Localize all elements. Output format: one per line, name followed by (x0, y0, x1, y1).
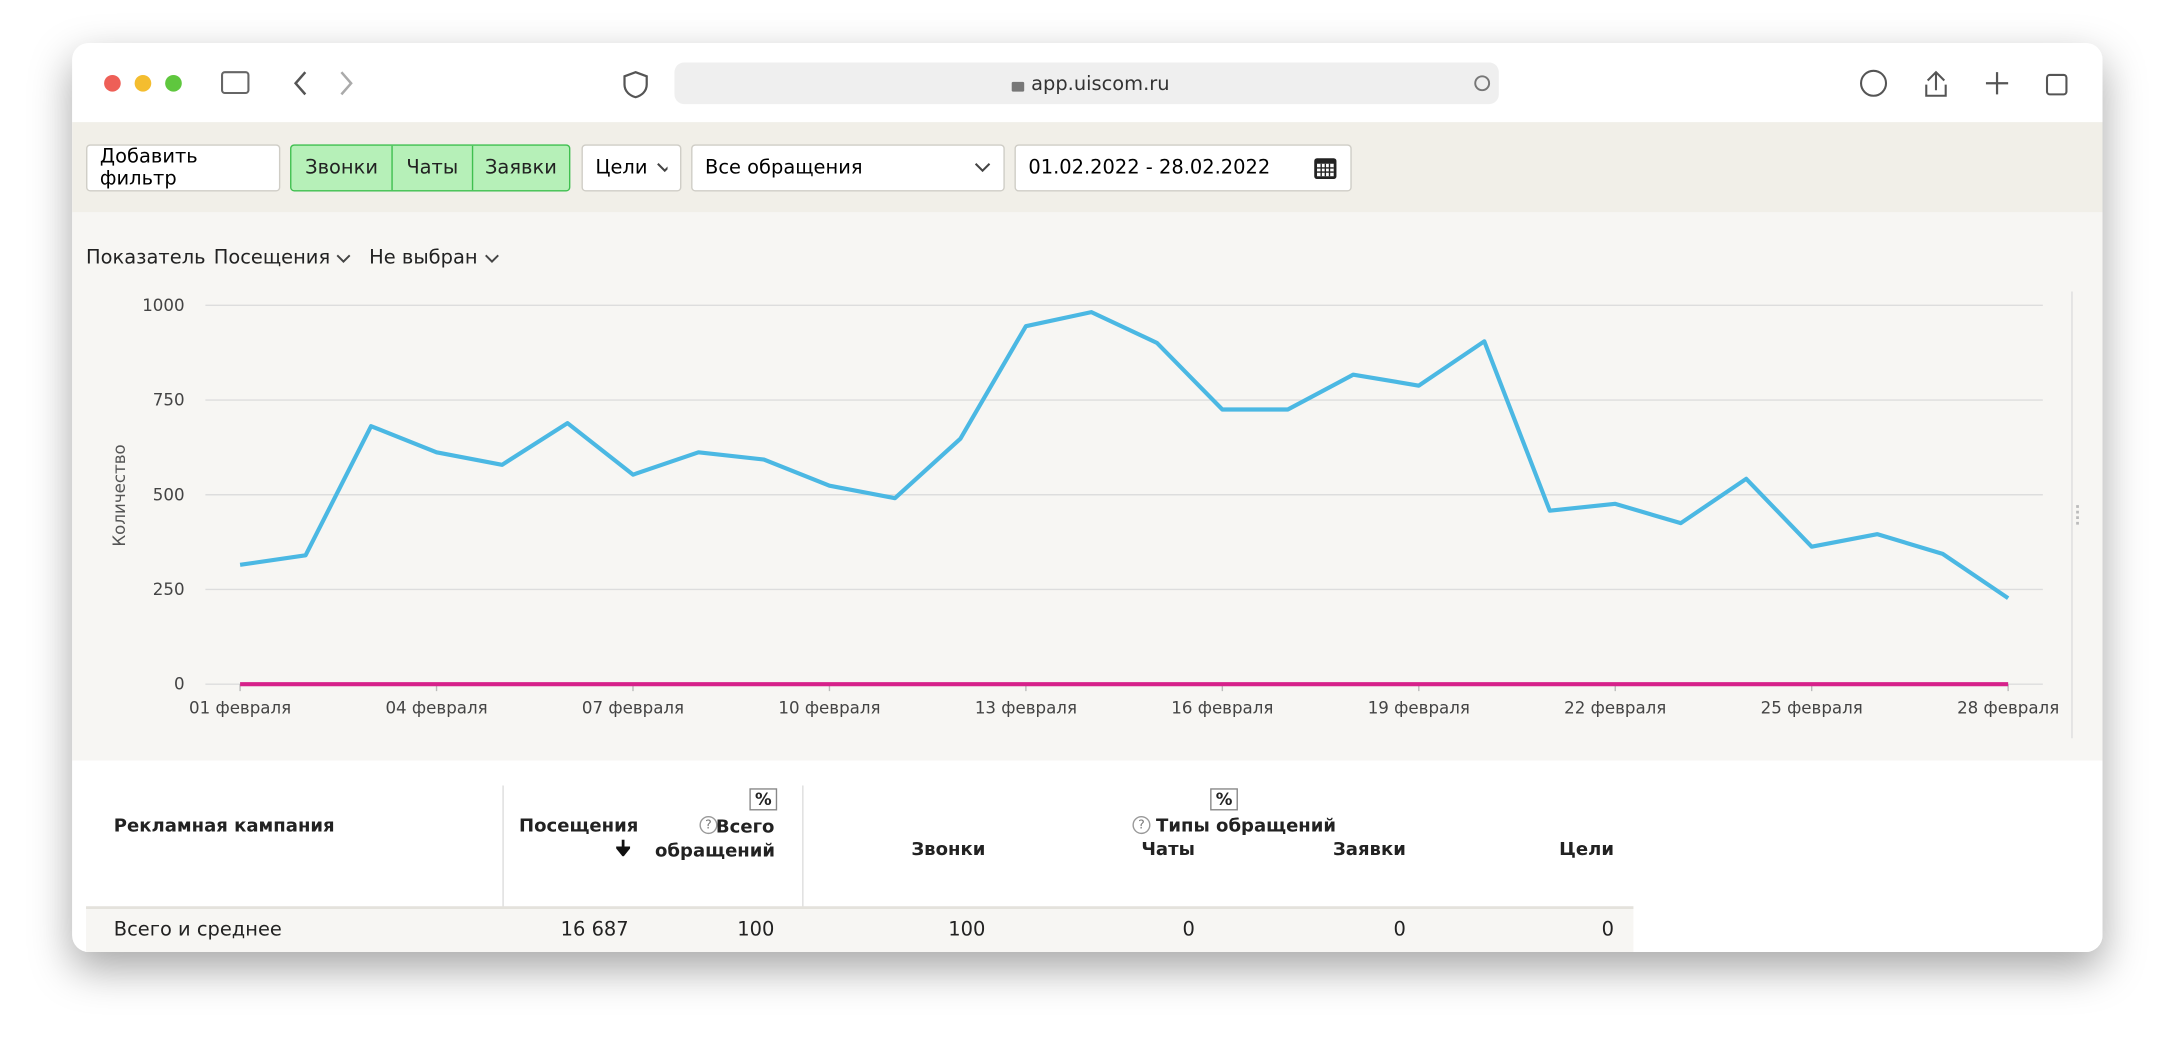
col-divider (802, 785, 804, 953)
help-icon[interactable]: ? (1132, 816, 1151, 835)
calendar (1314, 158, 1337, 180)
second-text: Не выбран (369, 247, 478, 270)
header: Всего обращений (655, 817, 776, 862)
percent-toggle[interactable]: % (749, 788, 778, 811)
header: Чаты (1141, 839, 1195, 861)
tabs[interactable] (2045, 73, 2068, 96)
header: Посещения (519, 816, 639, 837)
lock (1011, 81, 1025, 92)
header: Заявки (1332, 839, 1406, 861)
chevron (484, 254, 499, 263)
goals-select[interactable]: Цели (581, 144, 682, 192)
header: Звонки (911, 839, 986, 861)
col-divider (502, 785, 504, 953)
reload[interactable] (1474, 75, 1491, 92)
date-picker[interactable]: 01.02.2022 - 28.02.2022 (1014, 144, 1352, 192)
downloads[interactable] (1859, 69, 1888, 97)
indicator-label: Показатель (86, 247, 206, 270)
cell: 0 (1601, 918, 1615, 941)
help-icon[interactable]: ? (699, 816, 718, 835)
total-row-bg (86, 909, 1634, 953)
title-bar: app.uiscom.ru (72, 43, 2103, 123)
requests-select[interactable]: Все обращения (691, 144, 1005, 192)
url: app.uiscom.ru (1031, 72, 1169, 95)
new-tab[interactable] (1985, 72, 2009, 95)
cell: 0 (1182, 918, 1195, 941)
header-group: Типы обращений (1156, 816, 1337, 837)
shield[interactable] (623, 70, 648, 99)
chevron (337, 254, 351, 263)
close[interactable] (104, 74, 121, 92)
percent-toggle[interactable]: % (1210, 788, 1238, 811)
filter-bar: Добавить фильтр Звонки Чаты Заявки Цели … (72, 122, 2103, 213)
cell: Всего и среднее (113, 918, 282, 941)
type-tabs: Звонки Чаты Заявки (290, 144, 571, 192)
chevron (656, 163, 668, 173)
header: Рекламная кампания (113, 816, 335, 837)
browser-controls: app.uiscom.ru (104, 62, 2068, 105)
metric-select[interactable]: Посещения (214, 247, 352, 269)
table: Рекламная кампания Посещения % ? Всего о… (72, 760, 2103, 953)
add-filter[interactable]: Добавить фильтр (86, 144, 281, 192)
date-text: 01.02.2022 - 28.02.2022 (1028, 156, 1271, 180)
cell: 100 (948, 918, 986, 941)
header: Цели (1559, 839, 1615, 861)
forward[interactable] (340, 71, 353, 96)
metric-text: Посещения (213, 247, 331, 270)
sort-arrow[interactable] (616, 839, 631, 857)
tab[interactable]: Чаты (393, 145, 473, 191)
chart-panel: Показатель Посещения Не выбран (72, 212, 2103, 761)
sidebar[interactable] (221, 71, 250, 95)
cell: 0 (1393, 918, 1406, 941)
tab[interactable]: Заявки (484, 156, 557, 180)
requests-text: Все обращения (705, 156, 863, 180)
chevron (974, 163, 991, 173)
minimize[interactable] (134, 74, 152, 92)
zoom[interactable] (165, 74, 182, 92)
tab[interactable]: Звонки (291, 145, 394, 191)
cell: 16 687 (560, 918, 629, 941)
cell: 100 (737, 918, 775, 941)
address-bar[interactable] (674, 62, 1499, 105)
window: app.uiscom.ru Добавить фильтр Звонки Чат… (72, 43, 2103, 953)
row-border (86, 906, 1634, 910)
goals-text: Цели (595, 156, 648, 180)
second-select[interactable]: Не выбран (369, 247, 499, 269)
share[interactable] (1925, 70, 1947, 97)
back[interactable] (293, 71, 307, 96)
